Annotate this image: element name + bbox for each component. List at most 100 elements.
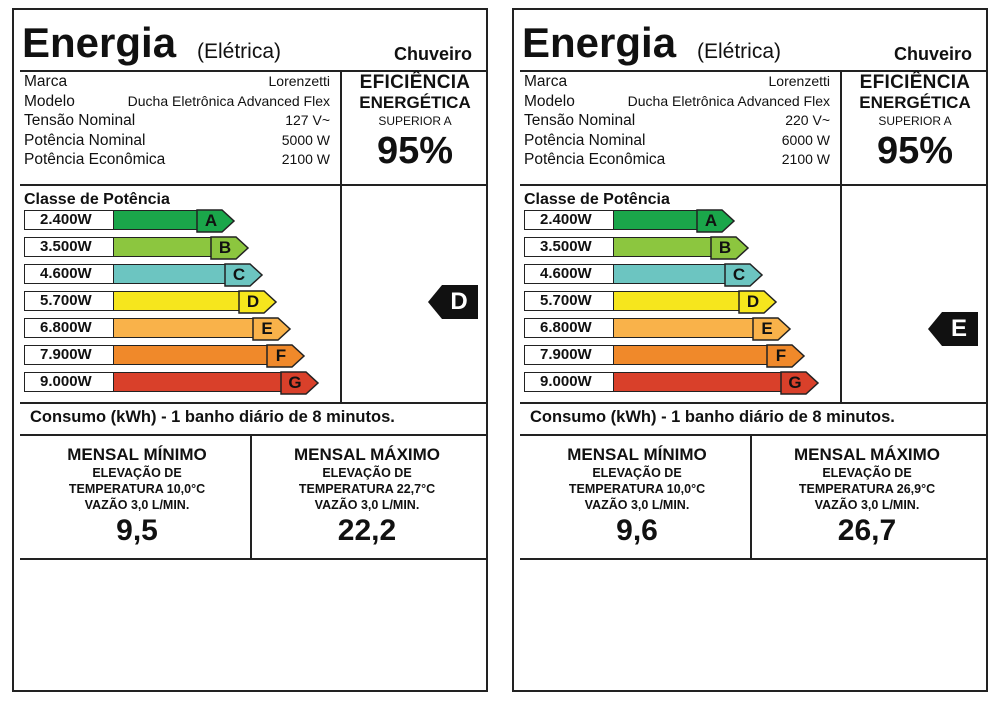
monthly-maximum: MENSAL MÁXIMO ELEVAÇÃO DE TEMPERATURA 26…: [754, 444, 980, 549]
spec-label: Potência Econômica: [24, 151, 166, 168]
class-bar: [614, 291, 748, 311]
spec-value: Ducha Eletrônica Advanced Flex: [627, 92, 830, 109]
divider: [20, 184, 486, 186]
spec-row: Potência Nominal 6000 W: [524, 131, 830, 151]
divider: [20, 434, 486, 436]
divider: [750, 434, 752, 558]
max-value: 22,2: [337, 514, 397, 547]
divider: [520, 402, 986, 404]
class-bar: [114, 237, 220, 257]
spec-value: Ducha Eletrônica Advanced Flex: [127, 92, 330, 109]
label-title: Energia: [522, 19, 677, 66]
spec-label: Marca: [524, 73, 568, 90]
class-arrow-icon: [724, 263, 764, 287]
class-arrow-icon: [780, 371, 820, 395]
max-value: 26,7: [837, 514, 897, 547]
divider: [840, 70, 842, 402]
divider: [340, 70, 342, 402]
class-bar: [614, 237, 720, 257]
class-watts: 4.600W: [24, 264, 114, 284]
divider: [20, 558, 486, 560]
class-arrow-icon: [224, 263, 264, 287]
divider: [250, 434, 252, 558]
divider: [520, 184, 986, 186]
class-bar: [114, 264, 234, 284]
min-line1: ELEVAÇÃO DE: [592, 466, 682, 480]
class-letter: A: [704, 211, 718, 230]
efficiency-box: EFICIÊNCIA ENERGÉTICA SUPERIOR A 95%: [842, 73, 988, 173]
spec-label: Potência Econômica: [524, 151, 666, 168]
class-bar: [114, 291, 248, 311]
efficiency-value: 95%: [876, 130, 954, 172]
divider: [20, 402, 486, 404]
energy-label: Energia (Elétrica) Chuveiro Marca Lorenz…: [12, 8, 488, 692]
min-line3: VAZÃO 3,0 L/MIN.: [584, 498, 690, 512]
class-watts: 7.900W: [24, 345, 114, 365]
spec-label: Modelo: [24, 92, 75, 110]
spec-label: Tensão Nominal: [24, 112, 136, 129]
class-watts: 7.900W: [524, 345, 614, 365]
class-letter: D: [746, 292, 760, 311]
efficiency-box: EFICIÊNCIA ENERGÉTICA SUPERIOR A 95%: [342, 73, 488, 173]
specs-table: Marca Lorenzetti Modelo Ducha Eletrônica…: [24, 72, 330, 170]
spec-label: Potência Nominal: [24, 131, 146, 149]
spec-row: Modelo Ducha Eletrônica Advanced Flex: [24, 92, 330, 112]
class-bar: [614, 210, 706, 230]
rating-indicator: D: [428, 285, 478, 324]
spec-value: 2100 W: [781, 151, 830, 167]
class-watts: 3.500W: [24, 237, 114, 257]
monthly-minimum: MENSAL MÍNIMO ELEVAÇÃO DE TEMPERATURA 10…: [524, 444, 750, 549]
max-line3: VAZÃO 3,0 L/MIN.: [814, 498, 920, 512]
class-bar: [114, 210, 206, 230]
class-bar: [114, 345, 276, 365]
class-letter: F: [775, 346, 787, 365]
divider: [20, 70, 486, 72]
spec-row: Potência Econômica 2100 W: [24, 150, 330, 170]
spec-row: Modelo Ducha Eletrônica Advanced Flex: [524, 92, 830, 112]
divider: [520, 558, 986, 560]
consumption-title: Consumo (kWh) - 1 banho diário de 8 minu…: [30, 408, 395, 426]
product-type: Chuveiro: [893, 44, 972, 64]
consumption-title: Consumo (kWh) - 1 banho diário de 8 minu…: [530, 408, 895, 426]
class-arrow-icon: [266, 344, 306, 368]
class-letter: G: [788, 373, 802, 392]
class-bar: [614, 372, 790, 392]
min-line3: VAZÃO 3,0 L/MIN.: [84, 498, 190, 512]
monthly-maximum: MENSAL MÁXIMO ELEVAÇÃO DE TEMPERATURA 22…: [254, 444, 480, 549]
efficiency-line1: EFICIÊNCIA: [859, 72, 971, 93]
class-bar: [614, 345, 776, 365]
min-line2: TEMPERATURA 10,0°C: [568, 482, 706, 496]
max-title: MENSAL MÁXIMO: [293, 445, 441, 464]
min-value: 9,5: [116, 514, 158, 547]
class-arrow-icon: [710, 236, 750, 260]
class-letter: A: [204, 211, 218, 230]
class-watts: 9.000W: [24, 372, 114, 392]
max-title: MENSAL MÁXIMO: [793, 445, 941, 464]
min-line2: TEMPERATURA 10,0°C: [68, 482, 206, 496]
efficiency-line2: ENERGÉTICA: [859, 93, 971, 112]
rating-letter: D: [450, 288, 468, 315]
class-watts: 9.000W: [524, 372, 614, 392]
class-letter: G: [288, 373, 302, 392]
divider: [520, 434, 986, 436]
class-watts: 4.600W: [524, 264, 614, 284]
class-letter: E: [261, 319, 273, 338]
class-arrow-icon: [738, 290, 778, 314]
efficiency-line3: SUPERIOR A: [378, 114, 452, 128]
efficiency-value: 95%: [376, 130, 454, 172]
efficiency-line3: SUPERIOR A: [878, 114, 952, 128]
class-watts: 2.400W: [24, 210, 114, 230]
spec-label: Marca: [24, 73, 68, 90]
class-arrow-icon: [238, 290, 278, 314]
label-title: Energia: [22, 19, 177, 66]
class-bar: [114, 372, 290, 392]
rating-arrow-icon: [428, 285, 478, 319]
product-type: Chuveiro: [393, 44, 472, 64]
spec-value: Lorenzetti: [768, 73, 830, 89]
specs-table: Marca Lorenzetti Modelo Ducha Eletrônica…: [524, 72, 830, 170]
class-arrow-icon: [766, 344, 806, 368]
label-subtitle: (Elétrica): [697, 40, 782, 63]
class-letter: B: [718, 238, 732, 257]
class-arrow-icon: [752, 317, 792, 341]
class-letter: F: [275, 346, 287, 365]
